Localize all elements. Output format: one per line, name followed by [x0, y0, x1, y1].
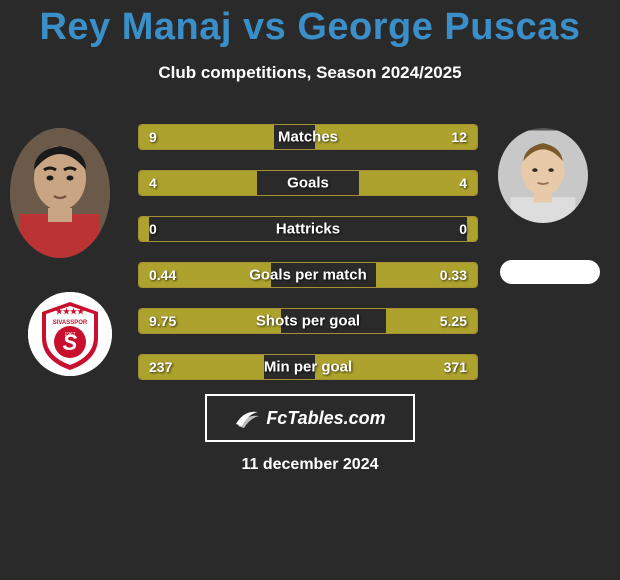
stat-label: Shots per goal: [256, 313, 360, 330]
stat-row: 0 0 Hattricks: [138, 216, 478, 242]
svg-text:SIVASSPOR: SIVASSPOR: [53, 320, 88, 326]
player-right-avatar: [498, 128, 588, 223]
player-left-avatar: [10, 128, 110, 258]
stat-row: 237 371 Min per goal: [138, 354, 478, 380]
stat-bar-left: [139, 125, 274, 149]
stat-value-right: 0.33: [440, 267, 467, 283]
stat-value-right: 12: [451, 129, 467, 145]
subtitle: Club competitions, Season 2024/2025: [0, 63, 620, 83]
stat-label: Matches: [278, 129, 338, 146]
svg-text:★★★★: ★★★★: [56, 307, 86, 316]
stat-value-right: 0: [459, 221, 467, 237]
stat-bar-right: [467, 217, 477, 241]
stat-value-right: 5.25: [440, 313, 467, 329]
club-right-badge-placeholder: [500, 260, 600, 284]
club-left-badge: ★★★★ SIVASSPOR S 1967: [28, 292, 112, 376]
svg-text:1967: 1967: [64, 332, 75, 338]
stat-value-left: 0: [149, 221, 157, 237]
stat-value-left: 237: [149, 359, 172, 375]
stat-label: Min per goal: [264, 359, 352, 376]
stat-label: Hattricks: [276, 221, 340, 238]
stat-row: 4 4 Goals: [138, 170, 478, 196]
footer-date: 11 december 2024: [0, 456, 620, 474]
brand-text: FcTables.com: [266, 408, 385, 429]
stat-label: Goals: [287, 175, 329, 192]
page-title: Rey Manaj vs George Puscas: [0, 0, 620, 49]
stat-value-right: 371: [444, 359, 467, 375]
stat-value-left: 0.44: [149, 267, 176, 283]
stat-bar-left: [139, 217, 149, 241]
stat-value-left: 9.75: [149, 313, 176, 329]
stat-row: 9 12 Matches: [138, 124, 478, 150]
stat-row: 9.75 5.25 Shots per goal: [138, 308, 478, 334]
stat-value-right: 4: [459, 175, 467, 191]
stat-value-left: 9: [149, 129, 157, 145]
stat-value-left: 4: [149, 175, 157, 191]
footer-brand: FcTables.com: [205, 394, 415, 442]
stat-label: Goals per match: [249, 267, 367, 284]
brand-icon: [234, 408, 260, 428]
stat-row: 0.44 0.33 Goals per match: [138, 262, 478, 288]
stats-chart: 9 12 Matches 4 4 Goals 0 0 Hattricks 0.44 0.33 Goal…: [138, 124, 478, 400]
